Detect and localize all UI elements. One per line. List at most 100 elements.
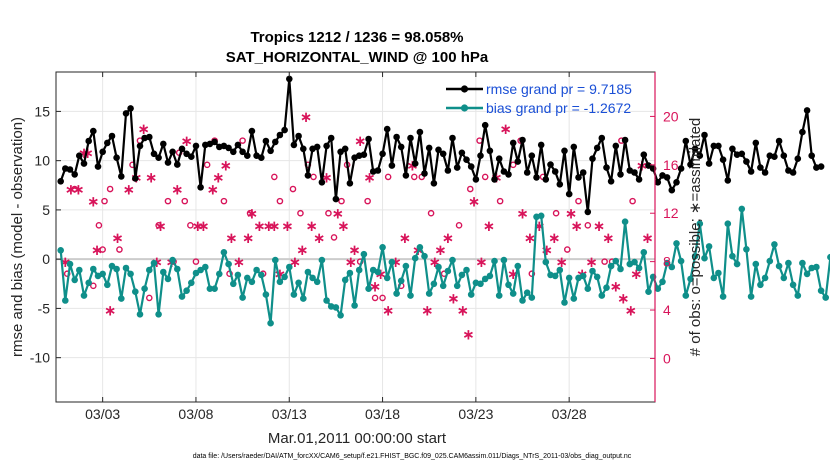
legend-bias-marker <box>460 104 469 112</box>
bias-point <box>827 253 830 261</box>
bias-point <box>505 281 512 289</box>
bias-point <box>813 263 820 271</box>
bias-point <box>589 267 596 275</box>
obs-possible-marker <box>116 246 123 253</box>
bias-point <box>169 256 176 264</box>
rmse-point <box>402 172 410 179</box>
y-tick-label: -10 <box>30 350 50 366</box>
rmse-point <box>467 163 475 170</box>
bias-point <box>491 257 498 265</box>
bias-point <box>645 288 652 296</box>
rmse-point <box>621 136 629 144</box>
obs-assimilated-marker: ∗ <box>593 217 606 235</box>
bias-point <box>584 285 592 293</box>
rmse-point <box>533 174 540 181</box>
bias-point <box>715 269 722 277</box>
bias-point <box>136 311 144 318</box>
bias-point <box>141 285 148 293</box>
rmse-point <box>808 152 815 159</box>
bias-point <box>519 297 526 304</box>
rmse-point <box>603 164 610 171</box>
bias-point <box>220 249 228 256</box>
bias-point <box>258 271 265 279</box>
obs-assimilated-marker: ∗ <box>369 277 382 295</box>
bias-point <box>281 273 288 281</box>
bias-point <box>318 256 326 264</box>
rmse-point <box>421 170 428 177</box>
rmse-point <box>281 126 288 134</box>
rmse-point <box>458 149 466 157</box>
rmse-point <box>509 139 517 147</box>
bias-point <box>631 258 638 266</box>
obs-assimilated-marker: ∗ <box>354 132 367 150</box>
rmse-point <box>416 128 424 136</box>
obs-possible-marker <box>410 173 418 181</box>
bias-point <box>663 259 671 267</box>
rmse-point <box>673 179 680 186</box>
rmse-point <box>150 150 158 158</box>
rmse-point <box>803 107 811 114</box>
bias-point <box>206 285 214 293</box>
bias-point <box>453 282 461 290</box>
rmse-point <box>747 168 755 175</box>
y-tick-label: -5 <box>38 300 51 316</box>
bias-point <box>388 258 396 266</box>
rmse-point <box>710 142 718 150</box>
obs-assimilated-marker: ∗ <box>246 205 259 223</box>
obs-possible-marker <box>379 294 386 302</box>
rmse-point <box>188 153 195 160</box>
bias-point <box>570 295 578 302</box>
y2-tick-label: 20 <box>663 108 679 124</box>
bias-point <box>794 292 802 299</box>
bias-point <box>617 265 624 273</box>
rmse-point <box>453 164 461 171</box>
bias-point <box>752 260 760 268</box>
obs-assimilated-marker: ∗ <box>457 302 470 320</box>
obs-assimilated-marker: ∗ <box>516 205 529 223</box>
rmse-point <box>379 150 386 158</box>
rmse-point <box>327 134 335 142</box>
rmse-point <box>491 176 498 183</box>
chart-title-line1: Tropics 1212 / 1236 = 98.058% <box>250 29 463 46</box>
bias-point <box>449 256 456 264</box>
obs-assimilated-marker: ∗ <box>624 302 637 320</box>
rmse-point <box>463 156 470 163</box>
rmse-point <box>817 163 825 170</box>
bias-point <box>673 240 680 247</box>
bias-point <box>99 270 106 278</box>
rmse-point <box>696 152 704 159</box>
rmse-series <box>57 75 825 216</box>
obs-assimilated-marker: ∗ <box>610 277 623 295</box>
bias-point <box>225 260 232 268</box>
rmse-point <box>178 145 186 153</box>
y2-tick-label: 12 <box>663 205 679 221</box>
bias-point <box>146 266 153 274</box>
rmse-point <box>374 167 382 174</box>
bias-point <box>477 280 484 288</box>
bias-point <box>276 278 284 286</box>
y2-tick-label: 4 <box>663 302 671 318</box>
rmse-point <box>411 160 419 167</box>
obs-assimilated-marker: ∗ <box>641 229 654 247</box>
obs-possible-marker <box>338 197 345 205</box>
rmse-point <box>682 137 690 145</box>
rmse-point <box>290 141 298 149</box>
obs-assimilated-marker: ∗ <box>447 289 460 307</box>
bias-point <box>789 281 797 289</box>
bias-point <box>729 252 736 260</box>
rmse-point <box>365 135 372 143</box>
obs-assimilated-marker: ∗ <box>337 217 350 235</box>
rmse-point <box>341 145 349 153</box>
bias-point <box>635 264 643 272</box>
obs-possible-marker <box>276 197 284 205</box>
rmse-point <box>481 121 489 129</box>
rmse-point <box>211 138 218 146</box>
obs-assimilated-marker: ∗ <box>262 217 275 235</box>
rmse-point <box>575 174 582 181</box>
obs-assimilated-marker: ∗ <box>499 120 512 138</box>
obs-possible-marker <box>466 185 474 193</box>
obs-assimilated-marker: ∗ <box>122 181 135 199</box>
bias-point <box>332 304 340 311</box>
rmse-point <box>192 142 200 150</box>
obs-assimilated-marker: ∗ <box>145 168 158 186</box>
